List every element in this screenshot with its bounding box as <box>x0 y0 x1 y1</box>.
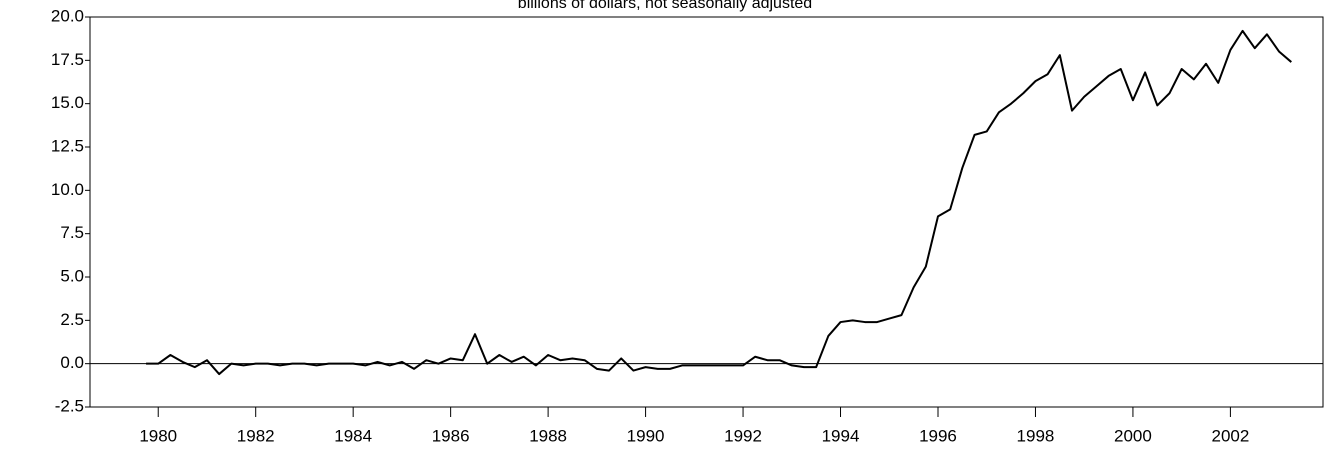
x-tick-label: 2002 <box>1211 426 1249 445</box>
y-tick-label: 2.5 <box>60 310 84 329</box>
x-tick-label: 1984 <box>334 426 372 445</box>
y-tick-label: 20.0 <box>51 6 84 25</box>
y-tick-label: 10.0 <box>51 180 84 199</box>
y-tick-label: 5.0 <box>60 266 84 285</box>
x-tick-label: 2000 <box>1114 426 1152 445</box>
data-line <box>146 29 1292 376</box>
y-tick-label: -2.5 <box>55 396 84 415</box>
chart-subtitle: billions of dollars, not seasonally adju… <box>518 0 812 12</box>
x-tick-label: 1998 <box>1017 426 1055 445</box>
x-tick-label: 1996 <box>919 426 957 445</box>
x-tick-label: 1986 <box>432 426 470 445</box>
x-tick-label: 1990 <box>627 426 665 445</box>
y-tick-label: 0.0 <box>60 353 84 372</box>
x-tick-label: 1988 <box>529 426 567 445</box>
x-tick-label: 1980 <box>139 426 177 445</box>
y-tick-label: 12.5 <box>51 136 84 155</box>
plot-frame <box>89 16 1324 408</box>
x-tick-label: 1992 <box>724 426 762 445</box>
x-tick-label: 1982 <box>237 426 275 445</box>
y-tick-label: 15.0 <box>51 93 84 112</box>
x-tick-label: 1994 <box>822 426 860 445</box>
y-tick-label: 7.5 <box>60 223 84 242</box>
y-tick-label: 17.5 <box>51 50 84 69</box>
